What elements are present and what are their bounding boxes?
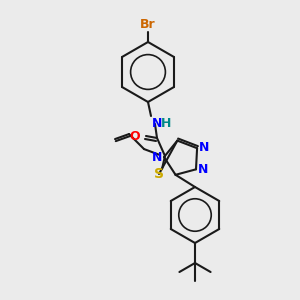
Text: N: N bbox=[152, 151, 162, 164]
Text: O: O bbox=[129, 130, 140, 142]
Text: N: N bbox=[152, 117, 162, 130]
Text: Br: Br bbox=[140, 18, 156, 31]
Text: N: N bbox=[199, 141, 209, 154]
Text: H: H bbox=[161, 117, 171, 130]
Text: S: S bbox=[154, 167, 164, 181]
Text: N: N bbox=[198, 163, 208, 176]
